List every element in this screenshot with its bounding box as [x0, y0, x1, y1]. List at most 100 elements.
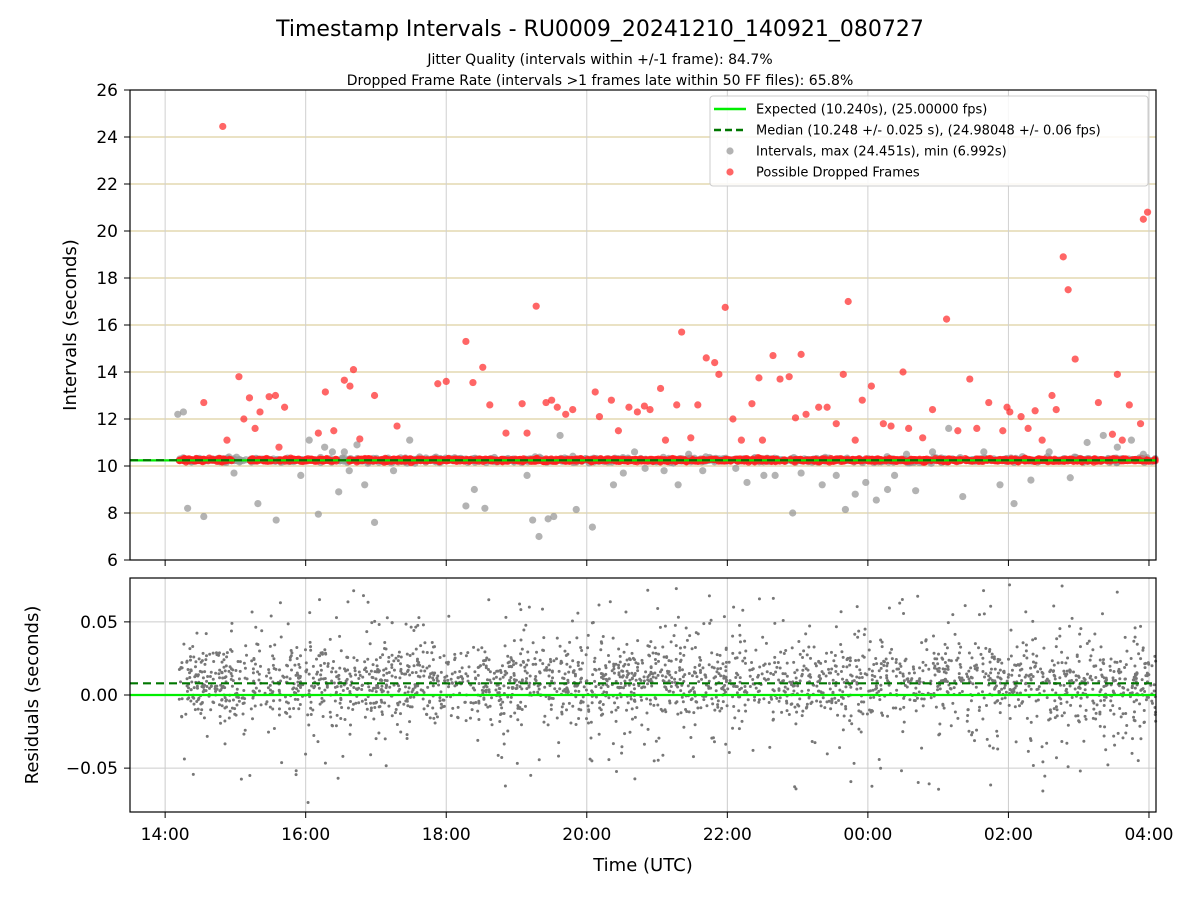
residual-point: [937, 787, 941, 791]
residual-point: [432, 678, 436, 682]
dropped-frame-point: [553, 403, 561, 411]
residual-point: [629, 690, 633, 694]
residual-point: [842, 714, 846, 718]
residual-point: [775, 665, 779, 669]
residual-point: [1087, 639, 1091, 643]
residual-point: [743, 656, 747, 660]
residual-point: [364, 702, 368, 706]
residual-point: [365, 707, 369, 711]
residual-point: [862, 633, 866, 637]
residual-point: [317, 654, 321, 658]
residual-point: [471, 686, 475, 690]
dropped-frame-point: [633, 408, 641, 416]
residual-point: [740, 719, 744, 723]
residual-point: [741, 659, 745, 663]
dropped-frame-point: [523, 429, 531, 437]
residual-point: [340, 706, 344, 710]
residual-point: [466, 651, 470, 655]
residual-point: [209, 684, 213, 688]
residual-point: [498, 668, 502, 672]
residual-point: [760, 672, 764, 676]
residual-point: [243, 728, 247, 732]
top-y-tick-label: 22: [96, 175, 118, 195]
dropped-frame-point: [281, 403, 289, 411]
residual-point: [646, 727, 650, 731]
residual-point: [188, 675, 192, 679]
residual-point: [288, 715, 292, 719]
residual-point: [980, 690, 984, 694]
residual-point: [477, 681, 481, 685]
residual-point: [450, 672, 454, 676]
residual-point: [189, 668, 193, 672]
interval-point: [771, 471, 779, 479]
residual-point: [1017, 674, 1021, 678]
interval-point: [902, 450, 911, 458]
residual-point: [840, 650, 844, 654]
residual-point: [187, 696, 191, 700]
residual-point: [983, 675, 987, 679]
residual-point: [1048, 681, 1052, 685]
residual-point: [273, 643, 277, 647]
residual-point: [773, 621, 777, 625]
residual-point: [1067, 624, 1071, 628]
residual-point: [628, 678, 632, 682]
residual-point: [722, 688, 726, 692]
residual-point: [295, 656, 299, 660]
residual-point: [990, 655, 994, 659]
residual-point: [920, 746, 924, 750]
residual-point: [861, 712, 865, 716]
residual-point: [297, 676, 301, 680]
residual-point: [257, 672, 261, 676]
residual-point: [410, 671, 414, 675]
bottom-marks: [130, 583, 1158, 804]
residual-point: [335, 713, 339, 717]
residual-point: [902, 679, 906, 683]
residual-point: [989, 667, 993, 671]
residual-point: [841, 677, 845, 681]
dropped-frame-point: [899, 368, 907, 376]
residual-point: [576, 611, 580, 615]
residual-point: [607, 660, 611, 664]
residual-point: [1014, 740, 1018, 744]
residual-point: [927, 782, 931, 786]
residual-point: [416, 623, 420, 627]
residual-point: [487, 658, 491, 662]
residual-point: [363, 715, 367, 719]
residual-point: [212, 659, 216, 663]
residual-point: [651, 651, 655, 655]
residual-point: [970, 733, 974, 737]
residual-point: [786, 687, 790, 691]
residual-point: [367, 685, 371, 689]
residual-point: [217, 653, 221, 657]
residual-point: [1041, 675, 1045, 679]
residual-point: [946, 621, 950, 625]
residual-point: [201, 690, 205, 694]
dropped-frame-point: [330, 427, 338, 435]
residual-point: [192, 655, 196, 659]
dropped-frame-point: [251, 424, 259, 432]
residual-point: [649, 665, 653, 669]
residual-point: [777, 699, 781, 703]
residual-point: [438, 696, 442, 700]
residual-point: [584, 688, 588, 692]
residual-point: [367, 672, 371, 676]
residual-point: [1031, 660, 1035, 664]
residual-point: [646, 588, 650, 592]
residual-point: [238, 660, 242, 664]
residual-point: [965, 675, 969, 679]
dropped-frame-point: [591, 388, 599, 396]
residual-point: [551, 676, 555, 680]
residual-point: [718, 653, 722, 657]
interval-point: [872, 496, 880, 504]
residual-point: [614, 708, 618, 712]
interval-point: [406, 436, 414, 444]
residual-point: [617, 663, 621, 667]
residual-point: [1066, 723, 1070, 727]
residual-point: [765, 670, 769, 674]
residual-point: [626, 673, 630, 677]
residual-point: [1029, 738, 1033, 742]
residual-point: [798, 679, 802, 683]
residual-point: [526, 650, 530, 654]
residual-point: [443, 679, 447, 683]
residual-point: [545, 668, 549, 672]
